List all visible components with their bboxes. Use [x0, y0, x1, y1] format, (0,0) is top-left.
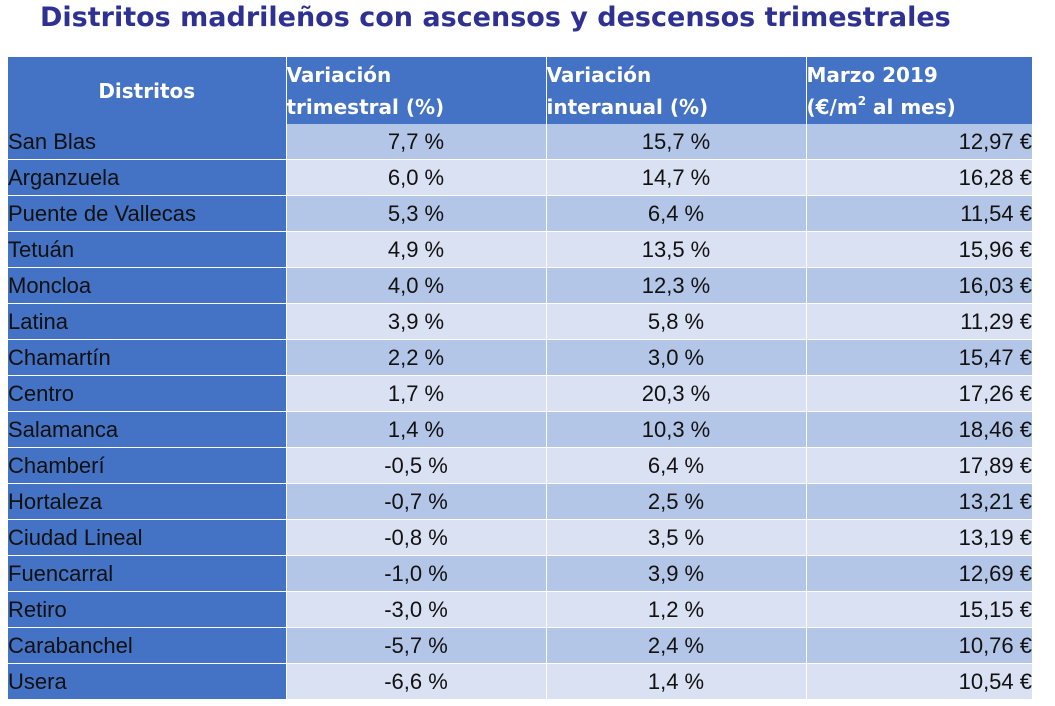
- table-row: Puente de Vallecas 5,3 % 6,4 % 11,54 €: [8, 195, 1032, 232]
- header-annual-line1: Variación: [546, 62, 652, 87]
- price-cell: 17,89 €: [806, 447, 1032, 484]
- table-row: Ciudad Lineal -0,8 % 3,5 % 13,19 €: [8, 519, 1032, 556]
- district-name-cell: Retiro: [8, 591, 287, 628]
- annual-change-cell: 5,8 %: [546, 303, 807, 340]
- district-name-cell: Hortaleza: [8, 483, 287, 520]
- quarterly-change-cell: -0,8 %: [286, 519, 547, 556]
- header-price-line2-pre: (€/m: [806, 94, 858, 119]
- quarterly-change-cell: 6,0 %: [286, 159, 547, 196]
- annual-change-cell: 3,5 %: [546, 519, 807, 556]
- district-name-cell: Moncloa: [8, 267, 287, 304]
- table-row: San Blas 7,7 % 15,7 % 12,97 €: [8, 124, 1032, 160]
- quarterly-change-cell: -0,7 %: [286, 483, 547, 520]
- header-quarterly-line1: Variación: [286, 62, 392, 87]
- table-header-row: Distritos Variación trimestral (%) Varia…: [8, 57, 1032, 124]
- price-cell: 15,15 €: [806, 591, 1032, 628]
- table-row: Chamberí -0,5 % 6,4 % 17,89 €: [8, 447, 1032, 484]
- page-title: Distritos madrileños con ascensos y desc…: [40, 2, 951, 33]
- price-cell: 12,97 €: [806, 124, 1032, 160]
- table-row: Fuencarral -1,0 % 3,9 % 12,69 €: [8, 555, 1032, 592]
- quarterly-change-cell: 3,9 %: [286, 303, 547, 340]
- district-name-cell: Fuencarral: [8, 555, 287, 592]
- table-row: Moncloa 4,0 % 12,3 % 16,03 €: [8, 267, 1032, 304]
- annual-change-cell: 12,3 %: [546, 267, 807, 304]
- price-cell: 16,28 €: [806, 159, 1032, 196]
- header-price-superscript: 2: [857, 93, 867, 108]
- districts-table: Distritos Variación trimestral (%) Varia…: [8, 57, 1032, 700]
- district-name-cell: Chamberí: [8, 447, 287, 484]
- quarterly-change-cell: -5,7 %: [286, 627, 547, 664]
- district-name-cell: Usera: [8, 663, 287, 700]
- district-name-cell: Puente de Vallecas: [8, 195, 287, 232]
- header-price-line2: (€/m2 al mes): [807, 91, 1033, 123]
- table-row: Centro 1,7 % 20,3 % 17,26 €: [8, 375, 1032, 412]
- annual-change-cell: 2,4 %: [546, 627, 807, 664]
- price-cell: 12,69 €: [806, 555, 1032, 592]
- table-row: Arganzuela 6,0 % 14,7 % 16,28 €: [8, 159, 1032, 196]
- district-name-cell: San Blas: [8, 124, 287, 160]
- district-name-cell: Latina: [8, 303, 287, 340]
- table-row: Carabanchel -5,7 % 2,4 % 10,76 €: [8, 627, 1032, 664]
- table-row: Chamartín 2,2 % 3,0 % 15,47 €: [8, 339, 1032, 376]
- header-district-label: Distritos: [98, 78, 196, 103]
- header-annual-line2: interanual (%): [546, 94, 709, 119]
- annual-change-cell: 14,7 %: [546, 159, 807, 196]
- quarterly-change-cell: -1,0 %: [286, 555, 547, 592]
- district-name-cell: Arganzuela: [8, 159, 287, 196]
- header-district: Distritos: [8, 57, 287, 124]
- district-name-cell: Ciudad Lineal: [8, 519, 287, 556]
- annual-change-cell: 3,9 %: [546, 555, 807, 592]
- table-row: Usera -6,6 % 1,4 % 10,54 €: [8, 663, 1032, 700]
- table-row: Salamanca 1,4 % 10,3 % 18,46 €: [8, 411, 1032, 448]
- annual-change-cell: 15,7 %: [546, 124, 807, 160]
- header-price-line2-post: al mes): [866, 94, 956, 119]
- price-cell: 17,26 €: [806, 375, 1032, 412]
- annual-change-cell: 6,4 %: [546, 195, 807, 232]
- quarterly-change-cell: 5,3 %: [286, 195, 547, 232]
- header-quarterly-change: Variación trimestral (%): [286, 57, 547, 124]
- district-name-cell: Salamanca: [8, 411, 287, 448]
- price-cell: 13,19 €: [806, 519, 1032, 556]
- annual-change-cell: 13,5 %: [546, 231, 807, 268]
- table-row: Hortaleza -0,7 % 2,5 % 13,21 €: [8, 483, 1032, 520]
- quarterly-change-cell: 4,9 %: [286, 231, 547, 268]
- annual-change-cell: 3,0 %: [546, 339, 807, 376]
- table-row: Retiro -3,0 % 1,2 % 15,15 €: [8, 591, 1032, 628]
- table-row: Latina 3,9 % 5,8 % 11,29 €: [8, 303, 1032, 340]
- district-name-cell: Carabanchel: [8, 627, 287, 664]
- quarterly-change-cell: -3,0 %: [286, 591, 547, 628]
- quarterly-change-cell: 7,7 %: [286, 124, 547, 160]
- price-cell: 10,54 €: [806, 663, 1032, 700]
- annual-change-cell: 10,3 %: [546, 411, 807, 448]
- annual-change-cell: 6,4 %: [546, 447, 807, 484]
- district-name-cell: Tetuán: [8, 231, 287, 268]
- quarterly-change-cell: 1,4 %: [286, 411, 547, 448]
- price-cell: 18,46 €: [806, 411, 1032, 448]
- annual-change-cell: 2,5 %: [546, 483, 807, 520]
- price-cell: 10,76 €: [806, 627, 1032, 664]
- price-cell: 15,47 €: [806, 339, 1032, 376]
- quarterly-change-cell: -0,5 %: [286, 447, 547, 484]
- header-annual-change: Variación interanual (%): [546, 57, 807, 124]
- price-cell: 11,54 €: [806, 195, 1032, 232]
- annual-change-cell: 1,4 %: [546, 663, 807, 700]
- table-row: Tetuán 4,9 % 13,5 % 15,96 €: [8, 231, 1032, 268]
- quarterly-change-cell: 1,7 %: [286, 375, 547, 412]
- header-quarterly-line2: trimestral (%): [286, 94, 445, 119]
- price-cell: 15,96 €: [806, 231, 1032, 268]
- district-name-cell: Centro: [8, 375, 287, 412]
- header-price-line1: Marzo 2019: [806, 62, 938, 87]
- quarterly-change-cell: 2,2 %: [286, 339, 547, 376]
- header-price: Marzo 2019 (€/m2 al mes): [806, 57, 1032, 124]
- price-cell: 13,21 €: [806, 483, 1032, 520]
- price-cell: 11,29 €: [806, 303, 1032, 340]
- quarterly-change-cell: 4,0 %: [286, 267, 547, 304]
- annual-change-cell: 20,3 %: [546, 375, 807, 412]
- quarterly-change-cell: -6,6 %: [286, 663, 547, 700]
- annual-change-cell: 1,2 %: [546, 591, 807, 628]
- price-cell: 16,03 €: [806, 267, 1032, 304]
- district-name-cell: Chamartín: [8, 339, 287, 376]
